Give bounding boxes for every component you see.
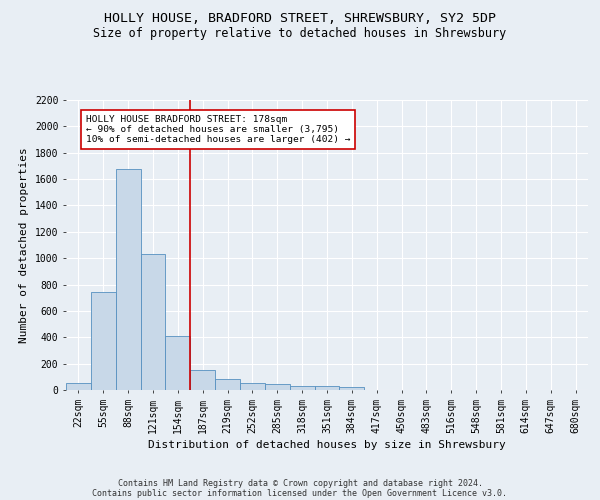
Bar	[290, 386, 314, 390]
Y-axis label: Number of detached properties: Number of detached properties	[19, 147, 29, 343]
X-axis label: Distribution of detached houses by size in Shrewsbury: Distribution of detached houses by size …	[148, 440, 506, 450]
Bar	[91, 292, 116, 390]
Text: HOLLY HOUSE, BRADFORD STREET, SHREWSBURY, SY2 5DP: HOLLY HOUSE, BRADFORD STREET, SHREWSBURY…	[104, 12, 496, 26]
Bar	[240, 384, 265, 390]
Bar	[66, 383, 91, 390]
Bar	[190, 370, 215, 390]
Bar	[265, 384, 290, 390]
Bar	[116, 169, 140, 390]
Bar	[166, 336, 190, 390]
Bar	[215, 379, 240, 390]
Text: Contains HM Land Registry data © Crown copyright and database right 2024.: Contains HM Land Registry data © Crown c…	[118, 478, 482, 488]
Bar	[140, 254, 166, 390]
Text: Size of property relative to detached houses in Shrewsbury: Size of property relative to detached ho…	[94, 28, 506, 40]
Bar	[340, 388, 364, 390]
Text: HOLLY HOUSE BRADFORD STREET: 178sqm
← 90% of detached houses are smaller (3,795): HOLLY HOUSE BRADFORD STREET: 178sqm ← 90…	[86, 114, 350, 144]
Bar	[314, 386, 340, 390]
Text: Contains public sector information licensed under the Open Government Licence v3: Contains public sector information licen…	[92, 488, 508, 498]
